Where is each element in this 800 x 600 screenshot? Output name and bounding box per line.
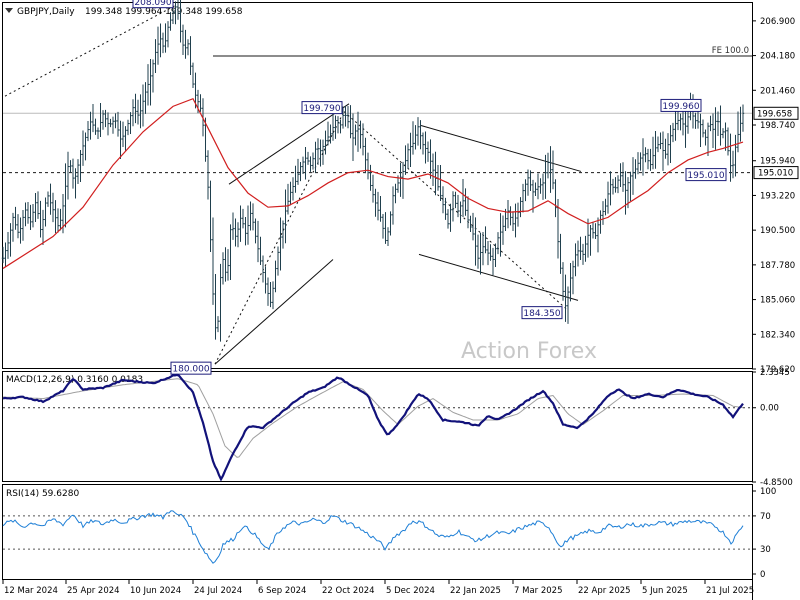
channel-line xyxy=(418,253,579,301)
price-axis-label: 190.500 xyxy=(760,226,795,236)
macd-signal-line xyxy=(2,378,744,458)
watermark: Action Forex xyxy=(461,339,597,364)
macd-axis-label: 0.00 xyxy=(760,404,779,414)
time-axis-label: 24 Jul 2024 xyxy=(194,586,242,596)
symbol-label: GBPJPY,Daily xyxy=(17,7,75,17)
price-axis-label: 195.940 xyxy=(760,157,795,167)
dashed-trendline xyxy=(4,5,176,97)
price-annotation-box xyxy=(685,168,727,182)
current-price-tag xyxy=(753,106,799,120)
time-axis-label: 21 Jul 2025 xyxy=(706,586,754,596)
price-axis-label: 204.180 xyxy=(760,52,795,62)
price-axis-label: 185.060 xyxy=(760,296,795,306)
price-annotation-label: 199.960 xyxy=(662,102,699,112)
macd-line xyxy=(2,373,744,482)
moving-average-line xyxy=(2,97,744,269)
header: GBPJPY,Daily 199.348 199.964 199.348 199… xyxy=(5,7,243,17)
price-annotation-label: 180.000 xyxy=(172,365,209,375)
time-axis-label: 12 Mar 2024 xyxy=(4,586,58,596)
price-annotation-label: 208.090 xyxy=(134,0,171,8)
collapse-triangle-icon[interactable] xyxy=(5,8,13,13)
price-annotation-box xyxy=(132,0,174,9)
level-price-tag xyxy=(753,166,799,180)
rsi-axis-label: 70 xyxy=(760,512,771,522)
macd-axis-label: -4.8500 xyxy=(760,478,793,488)
rsi-axis-label: 0 xyxy=(760,570,765,580)
time-axis-label: 5 Jun 2025 xyxy=(642,586,688,596)
time-axis-label: 6 Sep 2024 xyxy=(258,586,306,596)
price-axis-label: 198.740 xyxy=(760,121,795,131)
time-axis-label: 25 Apr 2024 xyxy=(67,586,120,596)
price-axis-label: 193.220 xyxy=(760,191,795,201)
channel-line xyxy=(420,125,582,172)
level-price-tag-label: 195.010 xyxy=(758,169,793,179)
time-axis: 12 Mar 2024 25 Apr 2024 10 Jun 2024 24 Jul … xyxy=(2,579,754,596)
price-axis-label: 187.780 xyxy=(760,261,795,271)
rsi-panel-frame xyxy=(2,484,753,580)
macd-panel-frame xyxy=(2,371,753,482)
channel-line xyxy=(228,103,350,185)
macd-axis-label: 2.3345 xyxy=(760,368,790,378)
price-annotation-box xyxy=(170,361,212,375)
price-annotation-label: 184.350 xyxy=(523,309,560,319)
current-price-label: 199.658 xyxy=(757,109,792,119)
time-axis-label: 22 Oct 2024 xyxy=(322,586,375,596)
price-annotation-label: 199.790 xyxy=(303,104,340,114)
price-annotation-box xyxy=(301,101,343,115)
rsi-axis-label: 30 xyxy=(760,545,771,555)
time-axis-label: 22 Apr 2025 xyxy=(578,586,631,596)
ohlc-values: 199.348 199.964 199.348 199.658 xyxy=(85,7,243,17)
time-axis-label: 7 Mar 2025 xyxy=(514,586,562,596)
rsi-line xyxy=(2,510,744,564)
rsi-axis-label: 100 xyxy=(760,487,776,497)
price-axis-label: 206.900 xyxy=(760,17,795,27)
price-annotation-box xyxy=(521,306,563,320)
time-axis-label: 10 Jun 2024 xyxy=(130,586,181,596)
rsi-title: RSI(14) 59.6280 xyxy=(6,489,79,499)
price-annotation-label: 195.010 xyxy=(687,171,724,181)
fe-level-label: FE 100.0 xyxy=(712,46,749,56)
price-bars xyxy=(1,0,745,342)
price-axis-label: 179.620 xyxy=(760,365,795,375)
time-axis-label: 5 Dec 2024 xyxy=(386,586,435,596)
price-axis-label: 182.340 xyxy=(760,330,795,340)
channel-line xyxy=(214,259,334,365)
price-axis-label: 201.460 xyxy=(760,86,795,96)
time-axis-label: 22 Jan 2025 xyxy=(450,586,501,596)
price-annotation-box xyxy=(660,98,702,112)
price-panel-frame xyxy=(2,2,753,369)
